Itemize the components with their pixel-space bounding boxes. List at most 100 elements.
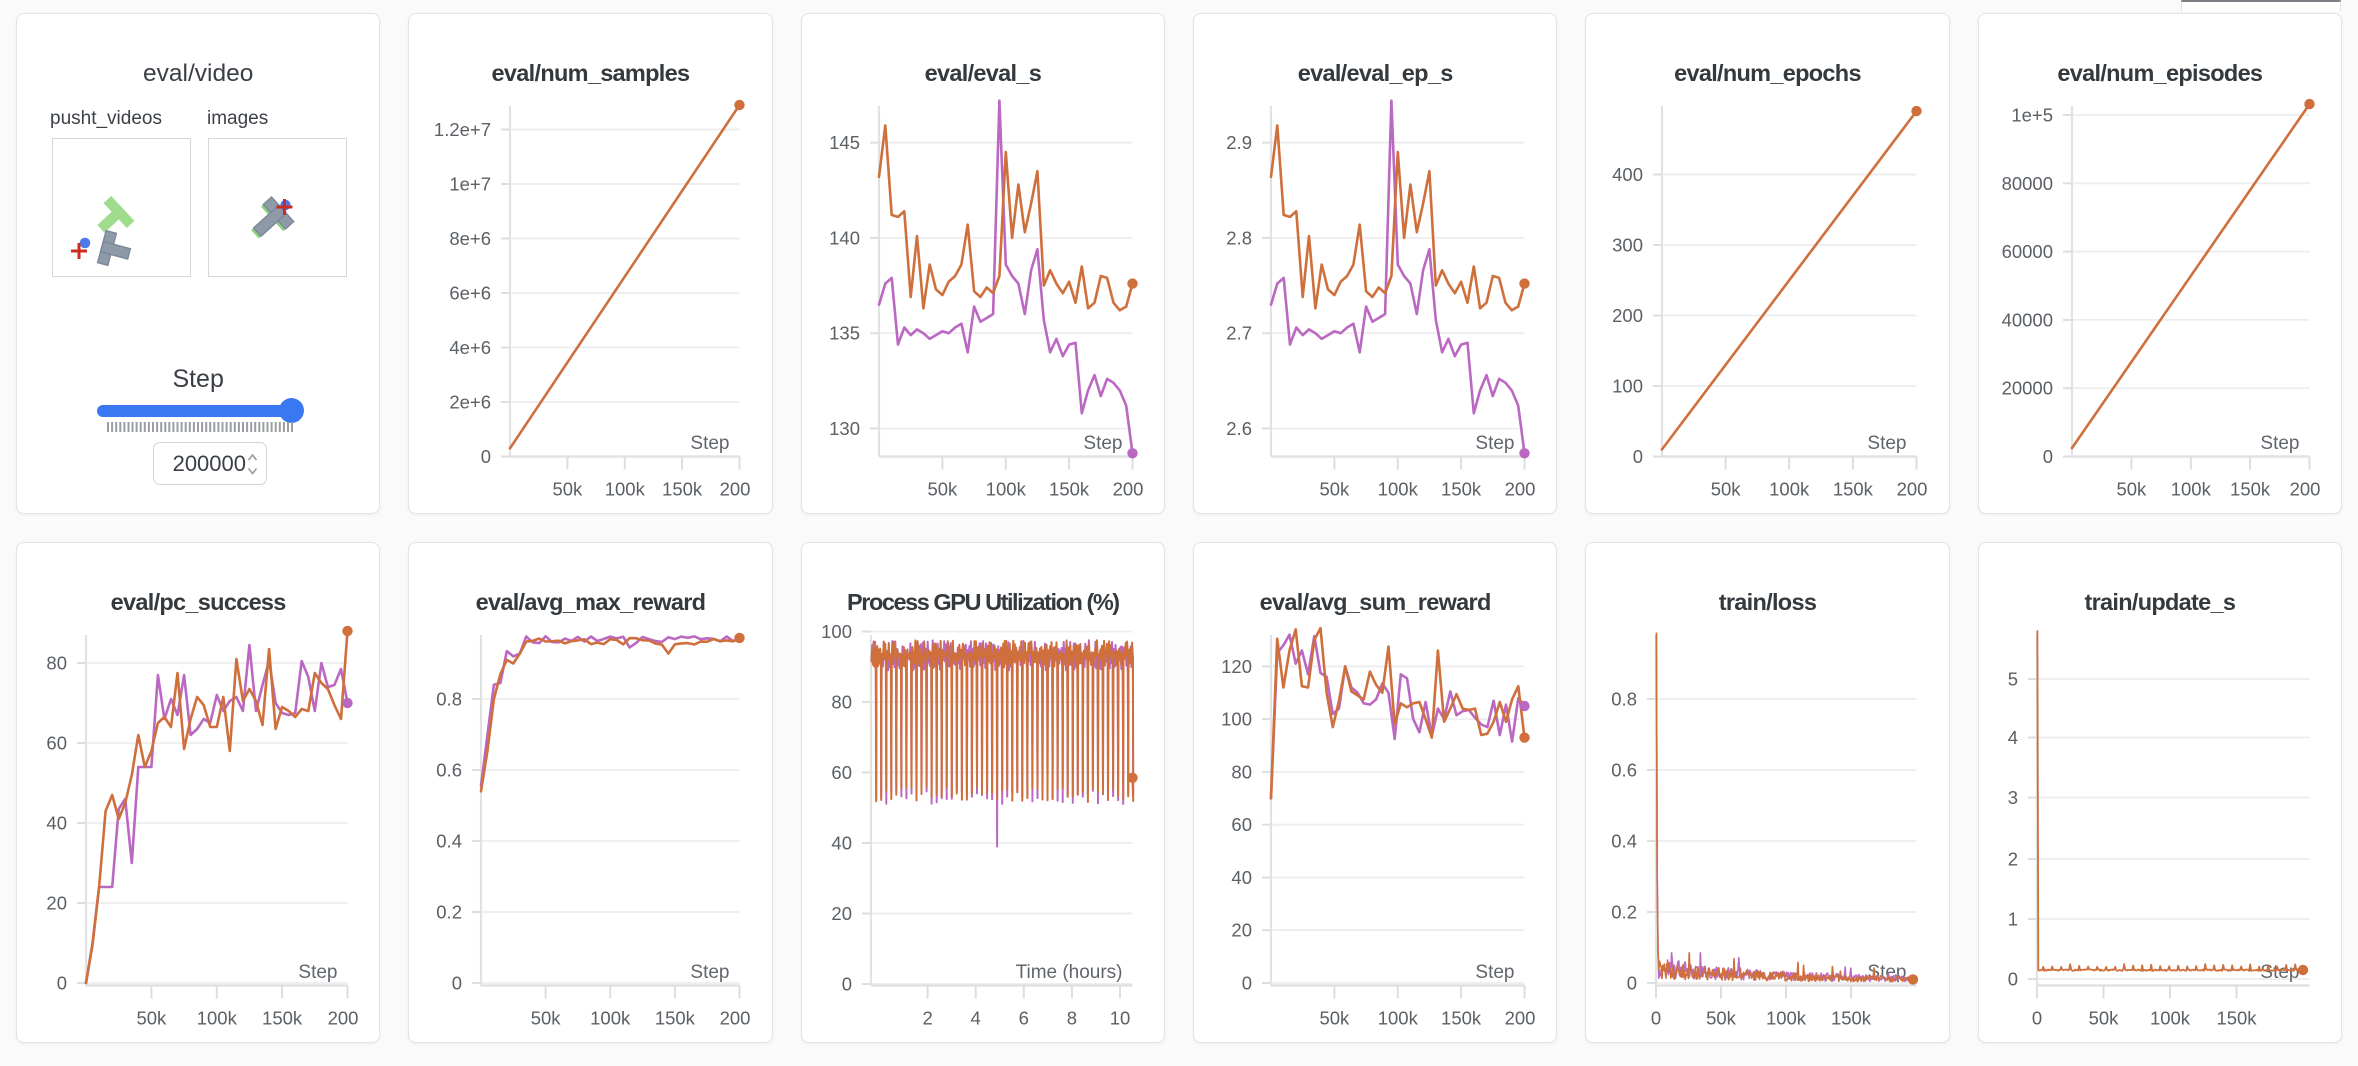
svg-text:150k: 150k [262,1007,303,1028]
svg-text:100k: 100k [590,1007,631,1028]
svg-text:0.6: 0.6 [1612,760,1638,781]
svg-text:6e+6: 6e+6 [450,282,492,303]
svg-text:1.2e+7: 1.2e+7 [434,119,491,140]
svg-text:40000: 40000 [2001,309,2052,330]
svg-text:Step: Step [298,962,337,983]
svg-text:0.4: 0.4 [437,830,463,851]
svg-text:100k: 100k [1378,478,1419,499]
svg-text:150k: 150k [1441,1007,1482,1028]
svg-text:40: 40 [1231,867,1252,888]
svg-text:0: 0 [2007,968,2017,989]
svg-text:200: 200 [1612,305,1643,326]
svg-text:120: 120 [1221,656,1252,677]
svg-text:0.4: 0.4 [1612,830,1638,851]
svg-text:2: 2 [922,1007,932,1028]
svg-text:6: 6 [1018,1007,1028,1028]
svg-text:Step: Step [1475,433,1514,454]
svg-text:40: 40 [831,832,852,853]
svg-text:0.2: 0.2 [1612,901,1638,922]
svg-text:Step: Step [1868,433,1907,454]
svg-text:100k: 100k [605,478,646,499]
svg-text:150k: 150k [2216,1007,2257,1028]
svg-text:400: 400 [1612,164,1643,185]
svg-text:20: 20 [1231,920,1252,941]
svg-text:100k: 100k [1378,1007,1419,1028]
svg-text:0.6: 0.6 [437,760,463,781]
svg-text:60: 60 [831,762,852,783]
svg-text:100k: 100k [1769,478,1810,499]
svg-text:100k: 100k [2170,478,2211,499]
svg-text:200: 200 [1897,478,1928,499]
svg-text:100: 100 [1221,709,1252,730]
svg-text:50k: 50k [2088,1007,2119,1028]
svg-text:100k: 100k [197,1007,238,1028]
svg-text:80000: 80000 [2001,173,2052,194]
svg-text:50k: 50k [1711,478,1742,499]
svg-text:8e+6: 8e+6 [450,228,492,249]
svg-text:200: 200 [720,478,751,499]
svg-text:Step: Step [2260,962,2299,983]
svg-text:150k: 150k [655,1007,696,1028]
svg-text:50k: 50k [1319,1007,1350,1028]
svg-text:100: 100 [821,621,852,642]
svg-text:60: 60 [46,733,67,754]
svg-text:Step: Step [1475,962,1514,983]
svg-text:80: 80 [1231,761,1252,782]
svg-text:0: 0 [2042,446,2052,467]
svg-text:50k: 50k [553,478,584,499]
svg-text:0.8: 0.8 [1612,689,1638,710]
svg-text:100k: 100k [2150,1007,2191,1028]
svg-text:300: 300 [1612,235,1643,256]
svg-text:Time (hours): Time (hours) [1015,962,1122,983]
svg-text:0: 0 [1627,972,1637,993]
svg-text:50k: 50k [531,1007,562,1028]
svg-text:Step: Step [1083,433,1122,454]
svg-text:50k: 50k [136,1007,167,1028]
svg-text:145: 145 [829,132,860,153]
svg-text:2.6: 2.6 [1226,418,1252,439]
svg-text:2: 2 [2007,848,2017,869]
svg-text:150k: 150k [1049,478,1090,499]
svg-text:50k: 50k [2116,478,2147,499]
svg-text:200: 200 [328,1007,359,1028]
svg-text:50k: 50k [1706,1007,1737,1028]
svg-text:2.9: 2.9 [1226,132,1252,153]
svg-text:50k: 50k [927,478,958,499]
svg-text:4: 4 [970,1007,980,1028]
svg-text:4: 4 [2007,727,2017,748]
svg-text:5: 5 [2007,669,2017,690]
svg-text:20: 20 [46,892,67,913]
svg-text:Step: Step [2260,433,2299,454]
svg-text:100: 100 [1612,375,1643,396]
svg-text:0: 0 [1633,446,1643,467]
svg-text:135: 135 [829,323,860,344]
svg-text:50k: 50k [1319,478,1350,499]
svg-text:150k: 150k [2230,478,2271,499]
svg-text:0: 0 [2032,1007,2042,1028]
svg-text:1e+5: 1e+5 [2011,105,2053,126]
svg-text:2.8: 2.8 [1226,227,1252,248]
svg-text:0: 0 [841,973,851,994]
svg-text:100k: 100k [1766,1007,1807,1028]
svg-text:200: 200 [1505,478,1536,499]
svg-text:10: 10 [1109,1007,1130,1028]
svg-text:2.7: 2.7 [1226,323,1252,344]
svg-text:8: 8 [1066,1007,1076,1028]
svg-text:20: 20 [831,903,852,924]
svg-text:150k: 150k [1441,478,1482,499]
svg-text:200: 200 [1505,1007,1536,1028]
svg-text:1e+7: 1e+7 [450,174,492,195]
svg-text:4e+6: 4e+6 [450,337,492,358]
svg-text:0: 0 [452,972,462,993]
svg-text:2e+6: 2e+6 [450,391,492,412]
svg-text:200: 200 [2289,478,2320,499]
svg-text:1: 1 [2007,908,2017,929]
svg-text:0.8: 0.8 [437,689,463,710]
svg-text:200: 200 [1112,478,1143,499]
svg-text:60000: 60000 [2001,241,2052,262]
svg-text:80: 80 [46,653,67,674]
svg-text:60: 60 [1231,814,1252,835]
svg-text:130: 130 [829,418,860,439]
svg-text:0: 0 [481,446,491,467]
svg-text:140: 140 [829,227,860,248]
